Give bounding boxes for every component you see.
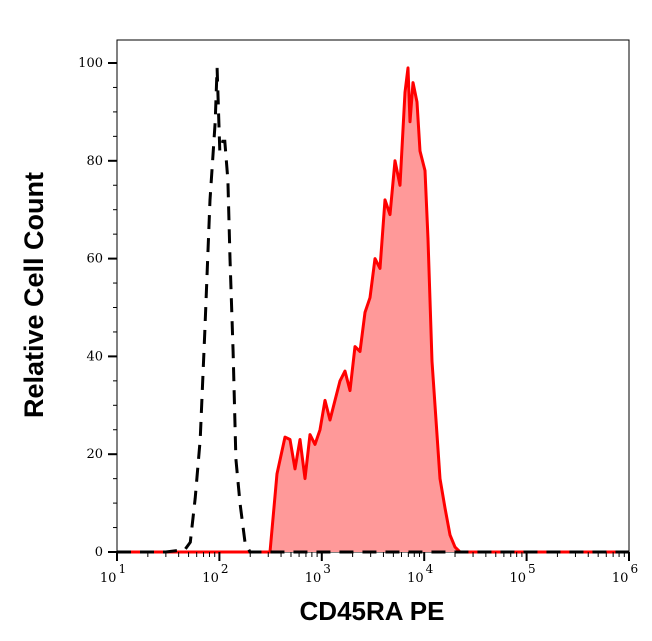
y-axis: 0 20 40 60 80 100 (78, 56, 117, 560)
x-tick-base: 10 (305, 571, 322, 586)
series-red-fill (117, 67, 629, 553)
y-tick-label: 60 (86, 252, 103, 267)
y-tick-label: 0 (95, 545, 103, 560)
x-tick-base: 10 (612, 571, 629, 586)
x-tick-label: 105 (510, 562, 536, 586)
x-tick-base: 10 (202, 571, 219, 586)
x-tick-label: 102 (202, 562, 228, 586)
x-axis-label: CD45RA PE (300, 596, 445, 626)
x-tick-label: 106 (612, 562, 638, 586)
series-black-dashed-line (117, 67, 629, 554)
x-tick-exponent: 4 (426, 562, 434, 576)
x-tick-base: 10 (407, 571, 424, 586)
y-tick-label: 100 (78, 56, 103, 71)
x-tick-exponent: 5 (528, 562, 536, 576)
y-axis-label: Relative Cell Count (19, 172, 49, 418)
x-tick-label: 104 (407, 562, 434, 586)
x-tick-exponent: 3 (323, 562, 331, 576)
y-tick-label: 20 (86, 447, 103, 462)
series-red-line (117, 66, 629, 554)
x-tick-base: 10 (100, 571, 117, 586)
x-tick-label: 103 (305, 562, 331, 586)
x-tick-exponent: 2 (221, 562, 229, 576)
x-tick-label: 101 (100, 562, 126, 586)
y-tick-label: 80 (86, 154, 103, 169)
x-tick-exponent: 1 (118, 562, 126, 576)
y-tick-label: 40 (86, 349, 103, 364)
x-tick-exponent: 6 (630, 562, 638, 576)
series-layer (117, 66, 629, 554)
x-tick-base: 10 (510, 571, 527, 586)
